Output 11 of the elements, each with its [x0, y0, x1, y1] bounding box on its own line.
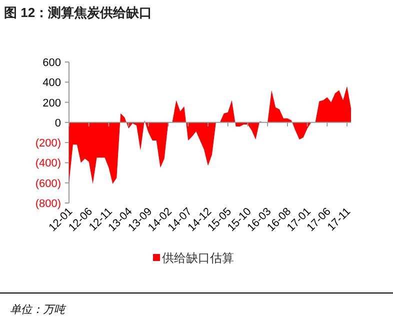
y-tick-label: (200): [35, 138, 61, 150]
y-tick-label: (800): [35, 198, 61, 210]
chart-title: 图 12：测算焦炭供给缺口: [4, 5, 152, 20]
legend: 供给缺口估算: [153, 251, 234, 265]
y-tick-label: (400): [35, 158, 61, 170]
y-tick-label: (600): [35, 178, 61, 190]
y-tick-label: 600: [42, 57, 61, 69]
y-tick-label: 200: [42, 97, 61, 110]
y-tick-label: 0: [54, 117, 61, 130]
text: 单位：万吨: [10, 303, 67, 316]
y-tick-label: 400: [42, 77, 61, 90]
